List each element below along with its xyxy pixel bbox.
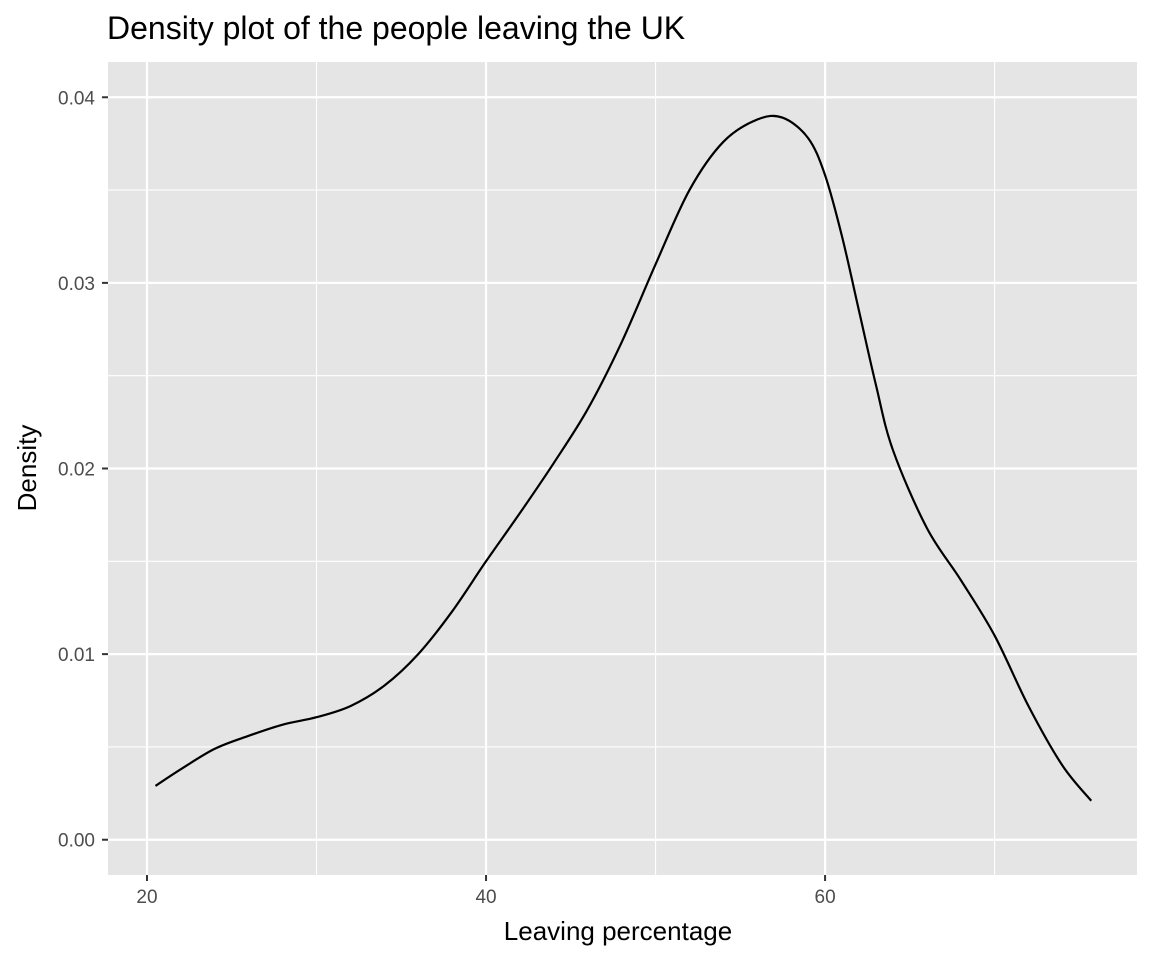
y-tick-label: 0.03 [58,274,95,295]
y-tick-label: 0.01 [58,645,95,666]
y-tick-label: 0.02 [58,460,95,481]
x-axis: 20 40 60 [136,875,836,908]
y-tick-label: 0.00 [58,831,95,852]
density-curve [154,114,1093,802]
x-tick-label: 60 [815,887,836,908]
x-axis-title: Leaving percentage [504,916,732,946]
y-tick-label: 0.04 [58,88,95,109]
y-axis: 0.00 0.01 0.02 0.03 0.04 [58,88,108,852]
x-tick-label: 40 [475,887,496,908]
major-gridlines [108,62,1137,875]
chart-title: Density plot of the people leaving the U… [107,10,685,46]
x-tick-label: 20 [136,887,157,908]
y-axis-title: Density [12,425,42,512]
